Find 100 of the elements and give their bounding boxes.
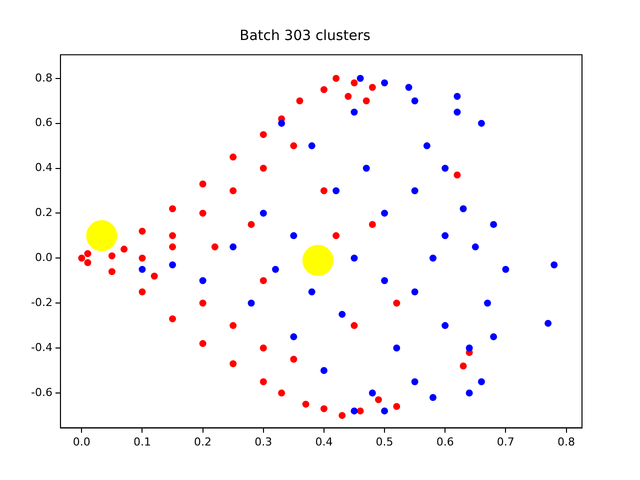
- point: [211, 243, 218, 250]
- point: [381, 210, 388, 217]
- point: [199, 180, 206, 188]
- point: [368, 84, 376, 91]
- point: [78, 254, 86, 262]
- point: [169, 205, 176, 212]
- point: [199, 340, 206, 348]
- point: [356, 74, 364, 82]
- point: [350, 322, 358, 330]
- point: [460, 205, 467, 212]
- point: [460, 362, 467, 370]
- x-tick-label: 0.0: [72, 435, 90, 448]
- point: [356, 407, 364, 414]
- point: [169, 315, 176, 322]
- point: [368, 220, 376, 228]
- point: [290, 232, 298, 240]
- chart-title: Batch 303 clusters: [240, 28, 370, 44]
- point: [429, 394, 436, 401]
- point: [320, 86, 328, 94]
- point: [230, 154, 237, 161]
- point: [138, 266, 146, 273]
- point: [248, 220, 255, 228]
- point: [120, 246, 128, 253]
- point: [302, 400, 310, 408]
- point: [442, 322, 449, 330]
- point: [260, 344, 267, 352]
- point: [138, 228, 146, 235]
- point: [332, 74, 340, 82]
- point: [260, 210, 267, 217]
- point: [230, 187, 237, 194]
- x-tick-label: 0.4: [315, 435, 333, 448]
- y-tick-label: 0.6: [34, 116, 52, 130]
- point: [302, 244, 334, 276]
- point: [454, 92, 461, 100]
- point: [381, 277, 388, 284]
- point: [442, 164, 449, 172]
- point: [344, 92, 352, 100]
- x-tick-label: 0.8: [558, 435, 575, 448]
- y-tick-label: -0.6: [30, 386, 52, 399]
- point: [368, 389, 376, 396]
- point: [260, 131, 267, 138]
- point: [84, 250, 92, 258]
- point: [544, 320, 552, 327]
- x-tick-label: 0.1: [133, 435, 151, 448]
- point: [350, 254, 358, 262]
- point: [320, 405, 328, 412]
- point: [472, 243, 479, 250]
- point: [478, 378, 485, 386]
- point: [199, 300, 206, 307]
- point: [411, 378, 418, 386]
- y-tick-label: 0.8: [34, 71, 52, 84]
- point: [362, 164, 370, 172]
- point: [381, 79, 388, 86]
- point: [454, 108, 461, 116]
- point: [374, 396, 382, 404]
- point: [260, 164, 267, 172]
- point: [466, 389, 473, 396]
- point: [393, 300, 400, 307]
- point: [108, 252, 116, 260]
- point: [490, 220, 498, 228]
- point: [230, 243, 237, 250]
- point: [169, 261, 176, 268]
- y-tick-label: 0.0: [34, 251, 52, 264]
- point: [411, 187, 418, 194]
- y-tick-label: -0.2: [30, 296, 52, 309]
- point: [86, 220, 118, 252]
- point: [338, 412, 346, 419]
- point: [138, 288, 146, 296]
- point: [362, 97, 370, 104]
- point: [320, 187, 328, 194]
- point: [308, 288, 316, 296]
- point: [411, 97, 418, 104]
- x-tick-label: 0.2: [194, 435, 212, 448]
- point: [338, 310, 346, 318]
- point: [411, 288, 418, 296]
- point: [308, 142, 316, 150]
- point: [260, 277, 267, 284]
- point: [278, 120, 286, 127]
- point: [260, 378, 267, 386]
- point: [138, 254, 146, 262]
- point: [423, 142, 430, 150]
- point: [405, 84, 412, 91]
- point: [230, 360, 237, 368]
- x-tick-label: 0.5: [376, 435, 394, 448]
- point: [169, 243, 176, 250]
- point: [502, 266, 510, 273]
- point: [429, 254, 436, 262]
- point: [478, 120, 485, 127]
- y-tick-label: 0.4: [34, 161, 52, 174]
- point: [550, 261, 558, 268]
- point: [350, 108, 358, 116]
- point: [272, 266, 279, 273]
- point: [490, 333, 498, 340]
- point: [332, 187, 340, 194]
- point: [350, 79, 358, 86]
- point: [290, 333, 298, 340]
- point: [350, 407, 358, 414]
- point: [393, 402, 400, 410]
- point: [150, 272, 158, 280]
- y-tick-label: -0.4: [30, 340, 52, 354]
